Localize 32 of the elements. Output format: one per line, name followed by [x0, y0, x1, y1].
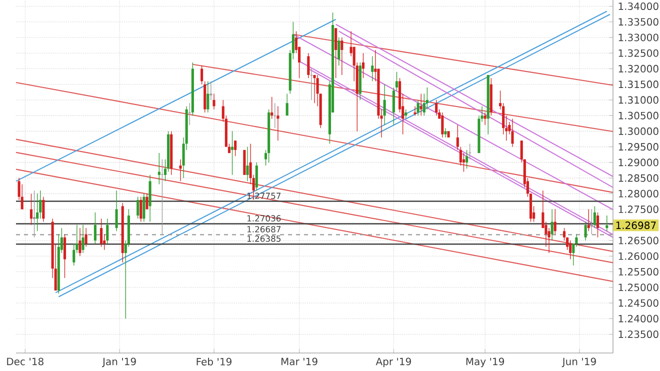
y-tick-label: 1.30500	[618, 112, 658, 120]
ref-line-label: 1.27036	[247, 215, 281, 222]
x-tick-label: Dec '18	[7, 358, 44, 366]
x-tick-label: May '19	[466, 358, 504, 368]
ref-line-label: 1.26385	[247, 236, 281, 242]
y-tick-label: 1.29500	[618, 143, 658, 151]
y-tick-label: 1.31500	[618, 80, 658, 88]
y-tick-label: 1.26500	[618, 236, 658, 244]
y-tick-label: 1.26000	[618, 252, 658, 260]
y-tick-label: 1.32000	[618, 64, 658, 73]
y-tick-label: 1.32500	[618, 49, 658, 57]
x-tick-label: Jun '19	[562, 358, 596, 368]
y-tick-label: 1.23500	[618, 330, 658, 338]
y-tick-label: 1.33000	[618, 34, 658, 42]
y-tick-label: 1.24000	[618, 314, 658, 322]
y-tick-label: 1.28000	[618, 190, 658, 198]
x-tick-label: Feb '19	[196, 358, 232, 366]
x-tick-label: Mar '19	[281, 358, 318, 366]
y-tick-label: 1.28500	[618, 174, 658, 182]
y-tick-label: 1.30000	[618, 127, 658, 135]
y-tick-label: 1.24500	[618, 299, 658, 307]
y-tick-label: 1.33500	[618, 18, 658, 26]
x-tick-label: Apr '19	[376, 358, 411, 368]
x-tick-label: Jan '19	[102, 358, 136, 368]
y-tick-label: 1.25500	[618, 268, 658, 276]
y-tick-label: 1.25000	[618, 284, 658, 292]
ref-line-label: 1.26687	[247, 226, 281, 232]
y-tick-label: 1.31000	[618, 96, 658, 104]
y-tick-label: 1.27500	[618, 206, 658, 214]
y-tick-label: 1.29000	[618, 158, 658, 166]
y-tick-label: 1.34000	[618, 2, 658, 10]
text: 1.26987	[616, 222, 656, 230]
